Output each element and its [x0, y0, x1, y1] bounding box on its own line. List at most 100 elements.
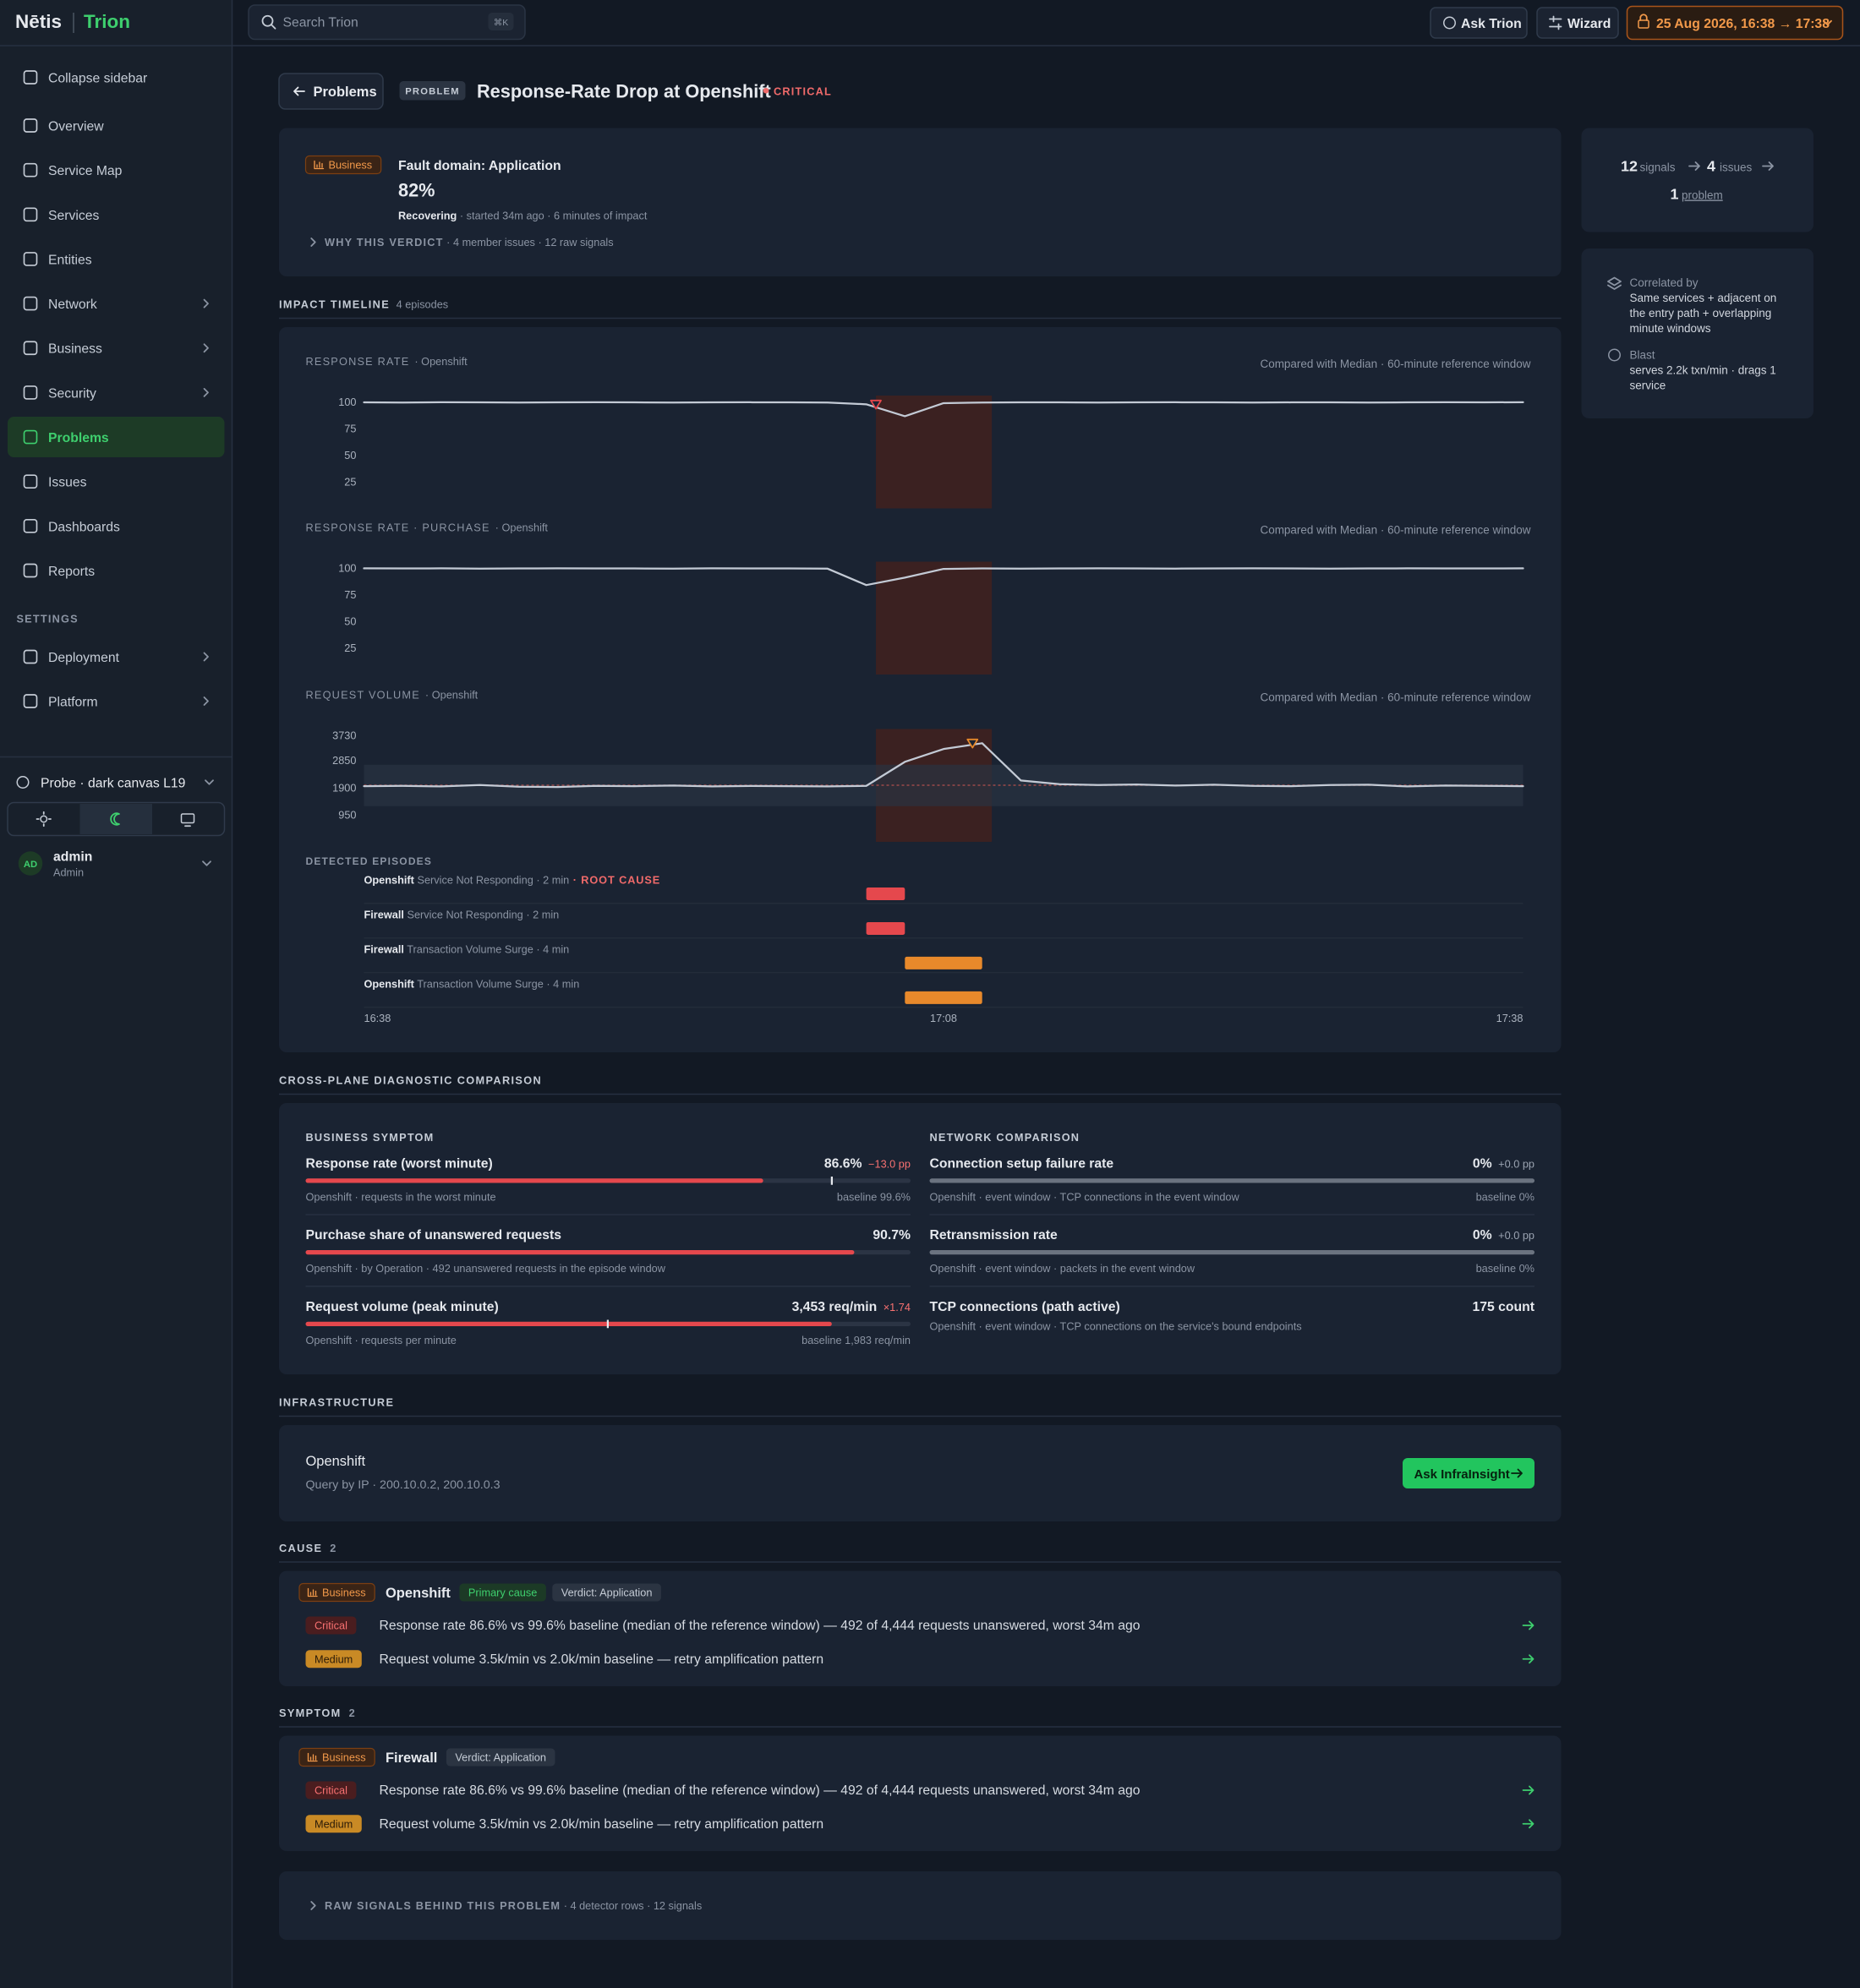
metric-delta: +0.0 pp [1498, 1229, 1534, 1242]
episode-bar [905, 956, 982, 969]
nav-item[interactable]: Services [48, 209, 99, 223]
section-heading-part: SYMPTOM [279, 1707, 342, 1719]
nav-item[interactable]: Network [48, 298, 97, 312]
episode-label-part: Openshift [364, 977, 414, 990]
wizard-button[interactable] [1536, 7, 1619, 39]
metric-value: 86.6% [824, 1156, 862, 1171]
sidebar [0, 0, 232, 1988]
chart-note: Compared with Median · 60-minute referen… [1260, 358, 1530, 370]
verdict-status-part: Recovering [398, 210, 457, 222]
wizard-icon [1549, 15, 1562, 30]
business-icon [307, 1587, 318, 1598]
why-verdict[interactable]: WHY THIS VERDICT · 4 member issues · 12 … [325, 236, 614, 248]
search-icon [271, 24, 276, 30]
nav-item[interactable]: Entities [48, 253, 92, 267]
y-tick-label: 100 [338, 396, 356, 408]
arrow-icon [1688, 161, 1700, 171]
impact-window [876, 561, 993, 675]
severity-pill [305, 1781, 357, 1800]
problem-tag-label: PROBLEM [405, 87, 460, 97]
nav-item[interactable]: Service Map [48, 164, 123, 178]
arrow-icon [1522, 1785, 1534, 1795]
raw-signals: RAW SIGNALS BEHIND THIS PROBLEM · 4 dete… [325, 1899, 702, 1912]
time-range-button[interactable] [1626, 5, 1844, 41]
nav-item[interactable]: Issues [48, 476, 87, 490]
blast-icon [1607, 348, 1621, 362]
correlated-text: Same services + adjacent on the entry pa… [1629, 292, 1777, 336]
finding-text[interactable]: Request volume 3.5k/min vs 2.0k/min base… [379, 1652, 823, 1667]
anomaly-marker [870, 399, 882, 410]
chart-title-part: · Openshift [414, 355, 468, 368]
chart-title: RESPONSE RATE · Openshift [305, 355, 468, 368]
metric-value-row: 3,453 req/min ×1.74 [792, 1300, 911, 1314]
episode-bar [866, 921, 905, 935]
primary-cause-label: Primary cause [468, 1587, 537, 1599]
nav-item[interactable]: Reports [48, 565, 95, 579]
primary-cause [459, 1583, 546, 1602]
nav-icon [23, 694, 38, 708]
nav-icon [23, 207, 38, 222]
metric-sub: Openshift · event window · packets in th… [929, 1262, 1195, 1275]
y-tick-label: 950 [338, 808, 356, 821]
episodes-heading: DETECTED EPISODES [305, 855, 432, 867]
metric-track [929, 1249, 1534, 1255]
finding-card [278, 1735, 1562, 1851]
nav-icon [23, 429, 38, 445]
collapse-sidebar[interactable]: Collapse sidebar [48, 72, 147, 86]
y-tick-label: 50 [344, 449, 356, 462]
infra-button[interactable] [1402, 1457, 1534, 1488]
nav-item[interactable]: Deployment [48, 651, 120, 665]
section-heading-part: IMPACT TIMELINE [279, 298, 390, 311]
raw-signals-card[interactable] [278, 1871, 1562, 1940]
episode-bar [905, 991, 982, 1004]
infra-query: Query by IP · 200.10.0.2, 200.10.0.3 [305, 1478, 500, 1492]
blast-text: serves 2.2k txn/min · drags 1 service [1629, 363, 1776, 392]
nav-icon [23, 474, 38, 489]
section-heading: CROSS-PLANE DIAGNOSTIC COMPARISON [279, 1073, 542, 1086]
y-tick-label: 2850 [332, 754, 356, 767]
y-tick-label: 1900 [332, 781, 356, 794]
finding-text[interactable]: Response rate 86.6% vs 99.6% baseline (m… [379, 1783, 1140, 1798]
x-tick-label: 17:38 [1496, 1012, 1524, 1024]
chart-title-part: · Openshift [495, 522, 549, 534]
brand-product: Trion [84, 11, 130, 32]
episode-label-part: Openshift [364, 874, 414, 887]
settings-heading: SETTINGS [16, 613, 78, 625]
verdict-status-part: · started 34m ago · 6 minutes of impact [457, 210, 648, 222]
nav-item[interactable]: Business [48, 342, 102, 357]
nav-item[interactable]: Dashboards [48, 520, 120, 534]
nav-item[interactable]: Problems [48, 431, 109, 445]
probe-label[interactable]: Probe · dark canvas L19 [41, 777, 185, 791]
summary-card [1581, 128, 1814, 232]
episode-label-part: · 4 min [533, 942, 569, 955]
section-heading-part: 4 episodes [397, 298, 449, 311]
nav-item[interactable]: Platform [48, 696, 98, 710]
ask-icon [1442, 16, 1456, 30]
verdict-status: Recovering · started 34m ago · 6 minutes… [398, 210, 648, 222]
metric-value-row: 175 count [1473, 1300, 1535, 1314]
nav-item[interactable]: Security [48, 386, 96, 401]
metric-name: TCP connections (path active) [929, 1300, 1119, 1314]
chevron-icon [203, 298, 209, 309]
y-tick-label: 3730 [332, 729, 356, 741]
section-heading-part: 2 [349, 1707, 355, 1719]
finding-text[interactable]: Request volume 3.5k/min vs 2.0k/min base… [379, 1817, 823, 1832]
ask-button[interactable] [1430, 7, 1528, 39]
metric-bar [305, 1249, 855, 1255]
raw-signals-part: · 4 detector rows · 12 signals [561, 1899, 702, 1912]
nav-icon [23, 296, 38, 311]
time-range-label: 25 Aug 2026, 16:38 → 17:38 [1656, 17, 1830, 31]
section-heading-part: 2 [330, 1542, 336, 1554]
nav-item[interactable]: Overview [48, 120, 104, 134]
metric-value-row: 0% +0.0 pp [1473, 1156, 1534, 1171]
correlated-label: Correlated by [1629, 276, 1698, 289]
finding-text[interactable]: Response rate 86.6% vs 99.6% baseline (m… [379, 1619, 1140, 1633]
nav-icon [23, 563, 38, 578]
section-heading-part: CROSS-PLANE DIAGNOSTIC COMPARISON [279, 1073, 542, 1086]
finding-entity: Firewall [386, 1750, 437, 1766]
search-box[interactable] [248, 4, 526, 41]
metric-name: Purchase share of unanswered requests [305, 1228, 561, 1242]
metric-name: Request volume (peak minute) [305, 1300, 498, 1314]
infra-name: Openshift [305, 1454, 365, 1469]
back-button[interactable] [278, 73, 384, 110]
